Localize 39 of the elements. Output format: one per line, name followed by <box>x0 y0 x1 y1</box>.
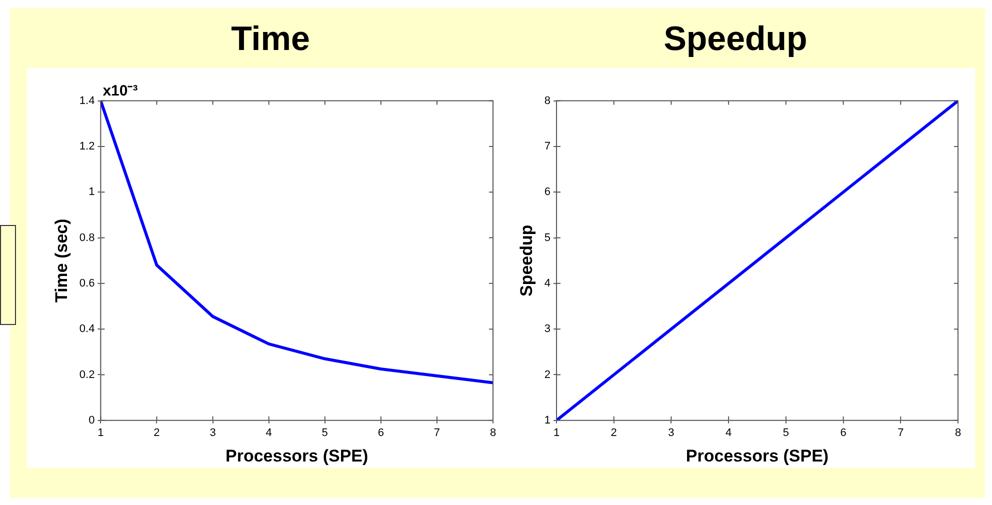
y-tick-label: 2 <box>544 368 551 381</box>
x-tick-label: 5 <box>782 427 789 440</box>
y-tick-label: 0.6 <box>79 277 95 290</box>
y-tick-label: 8 <box>544 94 551 107</box>
x-tick-label: 2 <box>610 427 617 440</box>
y-tick-label: 0 <box>88 414 95 426</box>
y-tick-label: 4 <box>544 277 551 290</box>
y-tick-label: 0.2 <box>79 368 95 381</box>
x-tick-label: 4 <box>726 427 732 440</box>
x-tick-label: 1 <box>553 427 560 440</box>
text: x10⁻³ <box>102 82 138 100</box>
x-tick-label: 3 <box>210 427 216 440</box>
y-tick-label: 0.8 <box>79 232 95 244</box>
y-tick-label: 1 <box>544 414 551 426</box>
chart-title: Time <box>231 20 310 58</box>
x-tick-label: 7 <box>434 427 440 440</box>
y-tick-label: 7 <box>544 140 551 152</box>
y-axis-title: Speedup <box>516 224 536 296</box>
x-tick-label: 2 <box>154 427 160 440</box>
x-tick-label: 4 <box>266 427 272 440</box>
x-tick-label: 6 <box>840 427 846 440</box>
y-tick-label: 3 <box>544 323 551 336</box>
y-tick-label: 6 <box>544 186 551 198</box>
chart-title: Speedup <box>664 20 808 58</box>
y-tick-label: 0.4 <box>79 323 95 336</box>
x-tick-label: 6 <box>378 427 384 440</box>
x-tick-label: 1 <box>98 427 104 440</box>
x-tick-label: 8 <box>490 427 496 440</box>
x-axis-title: Processors (SPE) <box>226 446 368 466</box>
x-axis-title: Processors (SPE) <box>686 446 829 466</box>
x-tick-label: 8 <box>954 427 962 440</box>
y-tick-label: 1.2 <box>79 140 95 152</box>
y-axis-title: Time (sec) <box>52 218 71 302</box>
x-tick-label: 5 <box>322 427 328 440</box>
y-tick-label: 1.4 <box>79 94 95 107</box>
y-tick-label: 5 <box>544 232 551 244</box>
x-tick-label: 3 <box>668 427 674 440</box>
x-tick-label: 7 <box>898 427 904 440</box>
y-tick-label: 1 <box>88 186 95 198</box>
